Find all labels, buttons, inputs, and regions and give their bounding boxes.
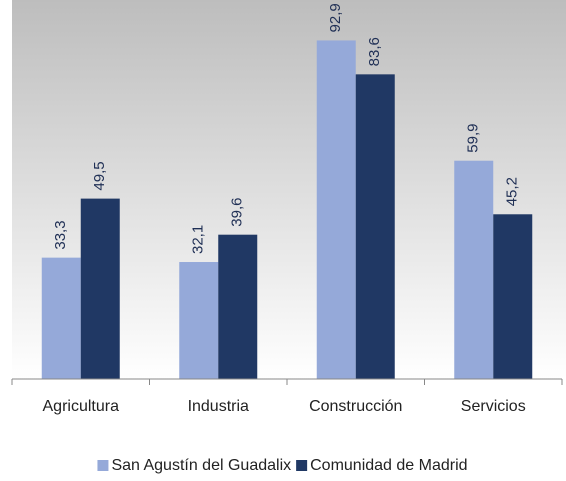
bar (454, 160, 494, 379)
bar (218, 234, 258, 379)
value-label: 45,2 (504, 177, 521, 206)
value-label: 59,9 (465, 124, 482, 153)
bar (316, 40, 356, 380)
value-label: 33,3 (52, 220, 69, 249)
value-label: 83,6 (366, 37, 383, 66)
legend-swatch (97, 460, 109, 471)
x-tick-label: Agricultura (43, 398, 120, 415)
bar (355, 74, 395, 379)
value-label: 49,5 (91, 161, 108, 190)
value-label: 39,6 (229, 197, 246, 226)
legend-swatch (296, 460, 308, 471)
x-tick-label: Industria (188, 398, 249, 415)
bar (493, 214, 533, 379)
bar (41, 257, 81, 379)
bar (80, 198, 120, 379)
value-label: 92,9 (327, 3, 344, 32)
legend-label: San Agustín del Guadalix (111, 457, 291, 474)
legend-label: Comunidad de Madrid (310, 457, 467, 474)
x-tick-label: Construcción (309, 398, 402, 415)
value-label: 32,1 (190, 225, 207, 254)
bar (179, 262, 219, 379)
x-tick-label: Servicios (461, 398, 526, 415)
